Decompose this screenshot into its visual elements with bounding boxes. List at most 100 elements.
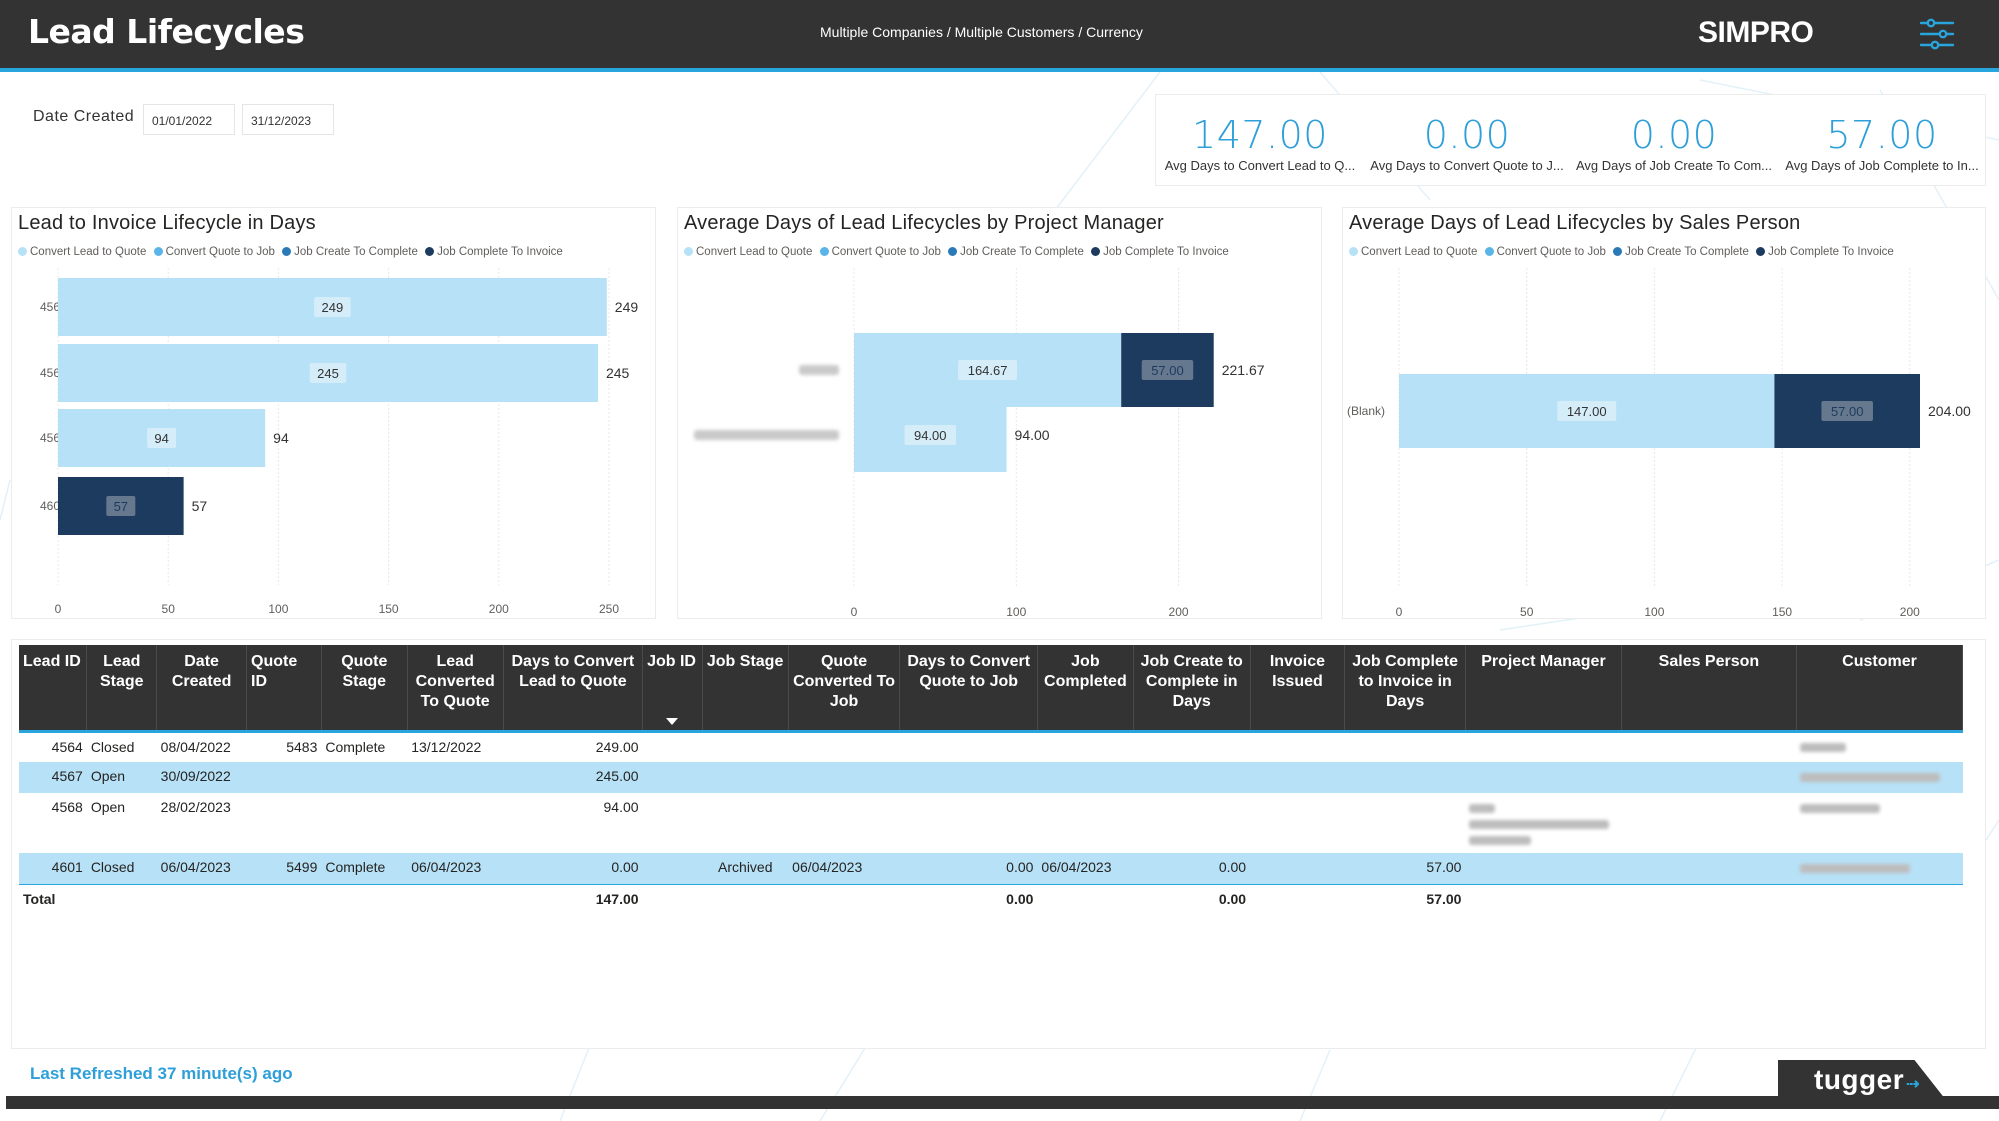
legend-label: Convert Quote to Job	[831, 246, 941, 258]
redacted-text	[1800, 743, 1847, 753]
x-tick-label: 250	[599, 602, 619, 616]
data-label-bg	[904, 425, 957, 445]
sliders-icon[interactable]	[1917, 14, 1957, 54]
redacted-text	[1469, 835, 1532, 845]
table-row[interactable]: 4567 Open 30/09/2022 245.00	[19, 762, 1963, 793]
col-header-project-manager[interactable]: Project Manager	[1465, 645, 1622, 733]
col-header-job-completed[interactable]: Job Completed	[1037, 645, 1134, 733]
col-header-job-complete-to-invoice[interactable]: Job Complete to Invoice in Days	[1344, 645, 1466, 733]
legend-item[interactable]: Job Complete To Invoice	[1756, 246, 1894, 258]
legend-item[interactable]: Convert Quote to Job	[153, 246, 275, 258]
col-header-sales-person[interactable]: Sales Person	[1621, 645, 1797, 733]
legend-item[interactable]: Job Create To Complete	[948, 246, 1084, 258]
cell-quote-stage: Complete	[321, 853, 408, 884]
col-header-quote-converted[interactable]: Quote Converted To Job	[788, 645, 901, 733]
x-tick-label: 200	[1900, 605, 1920, 619]
col-header-lead-stage[interactable]: Lead Stage	[86, 645, 158, 733]
data-label: 94	[154, 431, 168, 446]
chart-by-project-manager: Average Days of Lead Lifecycles by Proje…	[677, 207, 1322, 619]
cell-date-created: 30/09/2022	[156, 762, 247, 793]
legend-item[interactable]: Convert Lead to Quote	[18, 246, 146, 258]
filters-caption: Multiple Companies / Multiple Customers …	[820, 24, 1143, 40]
cell-quote-converted: 06/04/2023	[788, 853, 900, 884]
col-header-job-create-to-complete[interactable]: Job Create to Complete in Days	[1133, 645, 1251, 733]
legend-label: Job Complete To Invoice	[1103, 246, 1229, 258]
legend-item[interactable]: Convert Quote to Job	[1484, 246, 1606, 258]
kpi-label: Avg Days to Convert Quote to J...	[1370, 158, 1564, 173]
data-label-bg	[958, 360, 1018, 380]
total-label: 249	[615, 299, 639, 315]
table-header-row: Lead ID Lead Stage Date Created Quote ID…	[19, 645, 1964, 733]
col-header-label: Days to Convert Lead to Quote	[511, 653, 635, 690]
legend-item[interactable]: Convert Lead to Quote	[1349, 246, 1477, 258]
col-header-invoice-issued[interactable]: Invoice Issued	[1250, 645, 1346, 733]
date-end-input[interactable]: 31/12/2023	[242, 104, 334, 135]
data-label-bg	[106, 496, 136, 516]
data-label: 249	[322, 300, 344, 315]
col-header-days-quote-to-job[interactable]: Days to Convert Quote to Job	[899, 645, 1038, 733]
col-header-lead-converted[interactable]: Lead Converted To Quote	[407, 645, 504, 733]
table-row[interactable]: 4564 Closed 08/04/2022 5483 Complete 13/…	[19, 731, 1963, 762]
kpi-card: 147.00 Avg Days to Convert Lead to Q... …	[1155, 94, 1986, 186]
legend-item[interactable]: Convert Lead to Quote	[684, 246, 812, 258]
x-tick-label: 150	[1772, 605, 1792, 619]
lead-table: Lead ID Lead Stage Date Created Quote ID…	[19, 645, 1964, 914]
legend-item[interactable]: Convert Quote to Job	[819, 246, 941, 258]
col-header-quote-id[interactable]: Quote ID	[246, 645, 322, 733]
legend-dot	[18, 247, 27, 256]
chart-title: Lead to Invoice Lifecycle in Days	[18, 212, 316, 234]
legend-item[interactable]: Job Create To Complete	[282, 246, 418, 258]
cell-days-quote-to-job: 0.00	[899, 853, 1038, 884]
data-label: 57	[114, 499, 128, 514]
total-label: 94	[273, 430, 289, 446]
redacted-category-label	[694, 430, 839, 440]
cell-lead-stage: Open	[86, 762, 157, 793]
x-tick-label: 100	[1006, 605, 1026, 619]
legend-item[interactable]: Job Create To Complete	[1613, 246, 1749, 258]
col-header-lead-id[interactable]: Lead ID	[19, 645, 88, 733]
cell-lead-id: 4564	[51, 738, 83, 755]
legend-dot	[1349, 247, 1358, 256]
sort-descending-icon[interactable]	[666, 717, 679, 725]
data-label: 57.00	[1151, 363, 1184, 378]
cell-date-created: 06/04/2023	[156, 853, 247, 884]
cell-quote-id: 5499	[246, 853, 322, 884]
col-header-job-stage[interactable]: Job Stage	[702, 645, 789, 733]
legend-item[interactable]: Job Complete To Invoice	[1091, 246, 1229, 258]
x-tick-label: 50	[162, 602, 176, 616]
cell-lead-converted: 13/12/2022	[411, 738, 482, 755]
legend-label: Convert Lead to Quote	[1361, 246, 1478, 258]
legend-dot	[425, 247, 435, 256]
total-label: 57	[192, 498, 208, 514]
cell-quote-id: 5483	[286, 738, 318, 755]
date-created-label: Date Created	[33, 108, 135, 125]
data-label: 147.00	[1567, 404, 1607, 419]
col-header-job-id[interactable]: Job ID	[642, 645, 703, 733]
cell-customer	[1796, 731, 1962, 762]
x-tick-label: 0	[1396, 605, 1403, 619]
data-label: 164.67	[968, 363, 1008, 378]
col-header-days-lead-to-quote[interactable]: Days to Convert Lead to Quote	[503, 645, 644, 733]
col-header-date-created[interactable]: Date Created	[156, 645, 248, 733]
total-label: Total	[19, 883, 87, 914]
simpro-logo: SIMPRO	[1698, 16, 1814, 49]
date-start-input[interactable]: 01/01/2022	[143, 104, 235, 135]
table-row[interactable]: 4568 Open 28/02/2023 94.00	[19, 793, 1963, 853]
kpi-job-complete-to-invoice: 57.00 Avg Days of Job Complete to In...	[1778, 95, 1986, 173]
legend-label: Convert Lead to Quote	[30, 246, 147, 258]
kpi-job-create-to-complete: 0.00 Avg Days of Job Create To Com...	[1570, 95, 1778, 173]
x-tick-label: 200	[489, 602, 509, 616]
redacted-text	[1469, 819, 1610, 829]
redacted-text	[1800, 863, 1911, 873]
col-header-customer[interactable]: Customer	[1796, 645, 1964, 733]
data-label-bg	[1821, 401, 1873, 421]
x-tick-label: 200	[1169, 605, 1189, 619]
legend-item[interactable]: Job Complete To Invoice	[425, 246, 563, 258]
page-title: Lead Lifecycles	[28, 12, 305, 51]
x-tick-label: 100	[1644, 605, 1664, 619]
kpi-quote-to-job: 0.00 Avg Days to Convert Quote to J...	[1363, 95, 1571, 173]
cell-customer	[1796, 793, 1962, 853]
table-row[interactable]: 4601 Closed 06/04/2023 5499 Complete 06/…	[19, 853, 1963, 884]
col-header-quote-stage[interactable]: Quote Stage	[321, 645, 408, 733]
chart-legend: Convert Lead to Quote Convert Quote to J…	[1349, 246, 1898, 258]
